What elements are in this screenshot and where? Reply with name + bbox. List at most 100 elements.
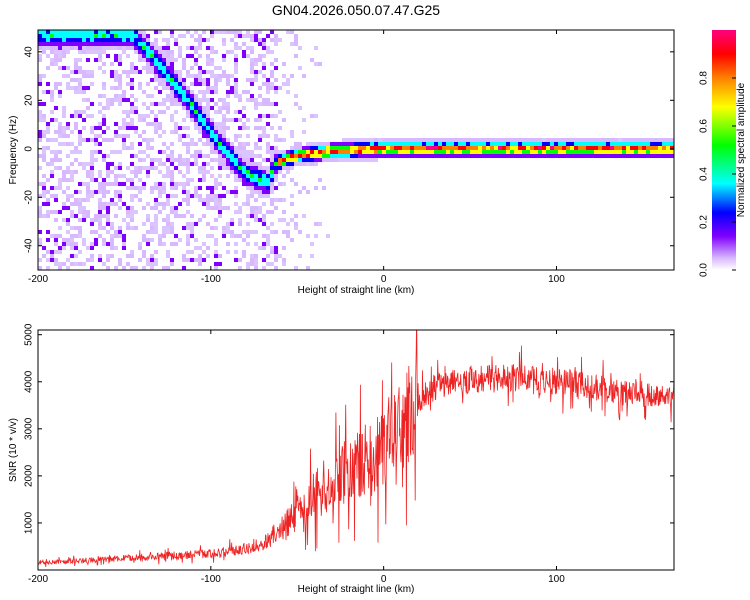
spectrogram-cell [110, 198, 114, 202]
spectrogram-cell [226, 146, 230, 150]
spectrogram-cell [530, 138, 534, 142]
spectrogram-cell [230, 234, 234, 238]
spectrogram-cell [130, 34, 134, 38]
spectrogram-cell [38, 242, 42, 246]
spectrogram-cell [542, 154, 546, 158]
spectrogram-cell [58, 46, 62, 50]
spectrogram-cell [122, 38, 126, 42]
spectrogram-cell [294, 266, 298, 270]
spectrogram-cell [262, 234, 266, 238]
spectrogram-cell [318, 222, 322, 226]
spectrogram-cell [266, 174, 270, 178]
spectrogram-cell [158, 66, 162, 70]
spectrogram-cell [302, 158, 306, 162]
spectrogram-cell [330, 158, 334, 162]
spectrogram-cell [102, 138, 106, 142]
spectrogram-cell [186, 242, 190, 246]
spectrogram-cell [98, 102, 102, 106]
spectrogram-cell [90, 74, 94, 78]
spectrogram-cell [78, 70, 82, 74]
spectrogram-cell [130, 30, 134, 34]
spectrogram-cell [446, 146, 450, 150]
spectrogram-cell [570, 138, 574, 142]
spectrogram-cell [154, 54, 158, 58]
spectrogram-cell [190, 106, 194, 110]
spectrogram-cell [102, 242, 106, 246]
spectrogram-cell [274, 102, 278, 106]
spectrogram-cell [162, 150, 166, 154]
spectrogram-cell [442, 138, 446, 142]
spectrogram-cell [590, 138, 594, 142]
spectrogram-cell [154, 182, 158, 186]
spectrogram-cell [326, 150, 330, 154]
spectrogram-cell [70, 226, 74, 230]
spectrogram-cell [54, 154, 58, 158]
spectrogram-cell [98, 226, 102, 230]
spectrogram-cell [158, 122, 162, 126]
spectrogram-cell [54, 106, 58, 110]
spectrogram-cell [210, 30, 214, 34]
spectrogram-cell [298, 150, 302, 154]
spectrogram-cell [46, 130, 50, 134]
spectrogram-cell [154, 62, 158, 66]
spectrogram-cell [150, 258, 154, 262]
spectrogram-cell [154, 186, 158, 190]
spectrogram-cell [394, 154, 398, 158]
spectrogram-cell [194, 118, 198, 122]
spectrogram-cell [486, 138, 490, 142]
spectrogram-cell [570, 150, 574, 154]
spectrogram-cell [158, 102, 162, 106]
spectrogram-cell [274, 170, 278, 174]
spectrogram-cell [138, 86, 142, 90]
spectrogram-cell [142, 166, 146, 170]
spectrogram-cell [198, 82, 202, 86]
spectrogram-cell [86, 114, 90, 118]
spectrogram-cell [74, 110, 78, 114]
spectrogram-cell [54, 166, 58, 170]
spectrogram-cell [374, 146, 378, 150]
spectrogram-cell [534, 138, 538, 142]
spectrogram-cell [190, 154, 194, 158]
spectrogram-cell [226, 230, 230, 234]
spectrogram-cell [222, 226, 226, 230]
spectrogram-cell [430, 154, 434, 158]
spectrogram-cell [98, 58, 102, 62]
spectrogram-cell [146, 258, 150, 262]
spectrogram-cell [106, 166, 110, 170]
spectrogram-cell [290, 178, 294, 182]
spectrogram-cell [366, 154, 370, 158]
spectrogram-cell [414, 146, 418, 150]
spectrogram-cell [78, 210, 82, 214]
spectrogram-cell [210, 58, 214, 62]
spectrogram-cell [382, 154, 386, 158]
spectrogram-cell [578, 150, 582, 154]
spectrogram-cell [174, 78, 178, 82]
spectrogram-cell [458, 154, 462, 158]
spectrogram-cell [66, 30, 70, 34]
spectrogram-cell [146, 46, 150, 50]
spectrogram-cell [46, 258, 50, 262]
spectrogram-cell [182, 34, 186, 38]
spectrogram-cell [130, 86, 134, 90]
spectrogram-cell [466, 146, 470, 150]
spectrogram-cell [50, 110, 54, 114]
spectrogram-cell [42, 130, 46, 134]
spectrogram-cell [290, 202, 294, 206]
spectrogram-cell [358, 138, 362, 142]
spectrogram-cell [62, 218, 66, 222]
spectrogram-cell [130, 210, 134, 214]
spectrogram-cell [214, 134, 218, 138]
spectrogram-cell [230, 90, 234, 94]
spectrogram-cell [42, 30, 46, 34]
spectrogram-cell [138, 30, 142, 34]
spectrogram-cell [226, 150, 230, 154]
spectrogram-cell [234, 46, 238, 50]
spectrogram-cell [198, 90, 202, 94]
spectrogram-cell [94, 190, 98, 194]
spectrogram-cell [222, 98, 226, 102]
spectrogram-cell [258, 42, 262, 46]
spectrogram-cell [646, 154, 650, 158]
spectrogram-cell [78, 30, 82, 34]
spectrogram-cell [258, 154, 262, 158]
spectrogram-cell [282, 262, 286, 266]
